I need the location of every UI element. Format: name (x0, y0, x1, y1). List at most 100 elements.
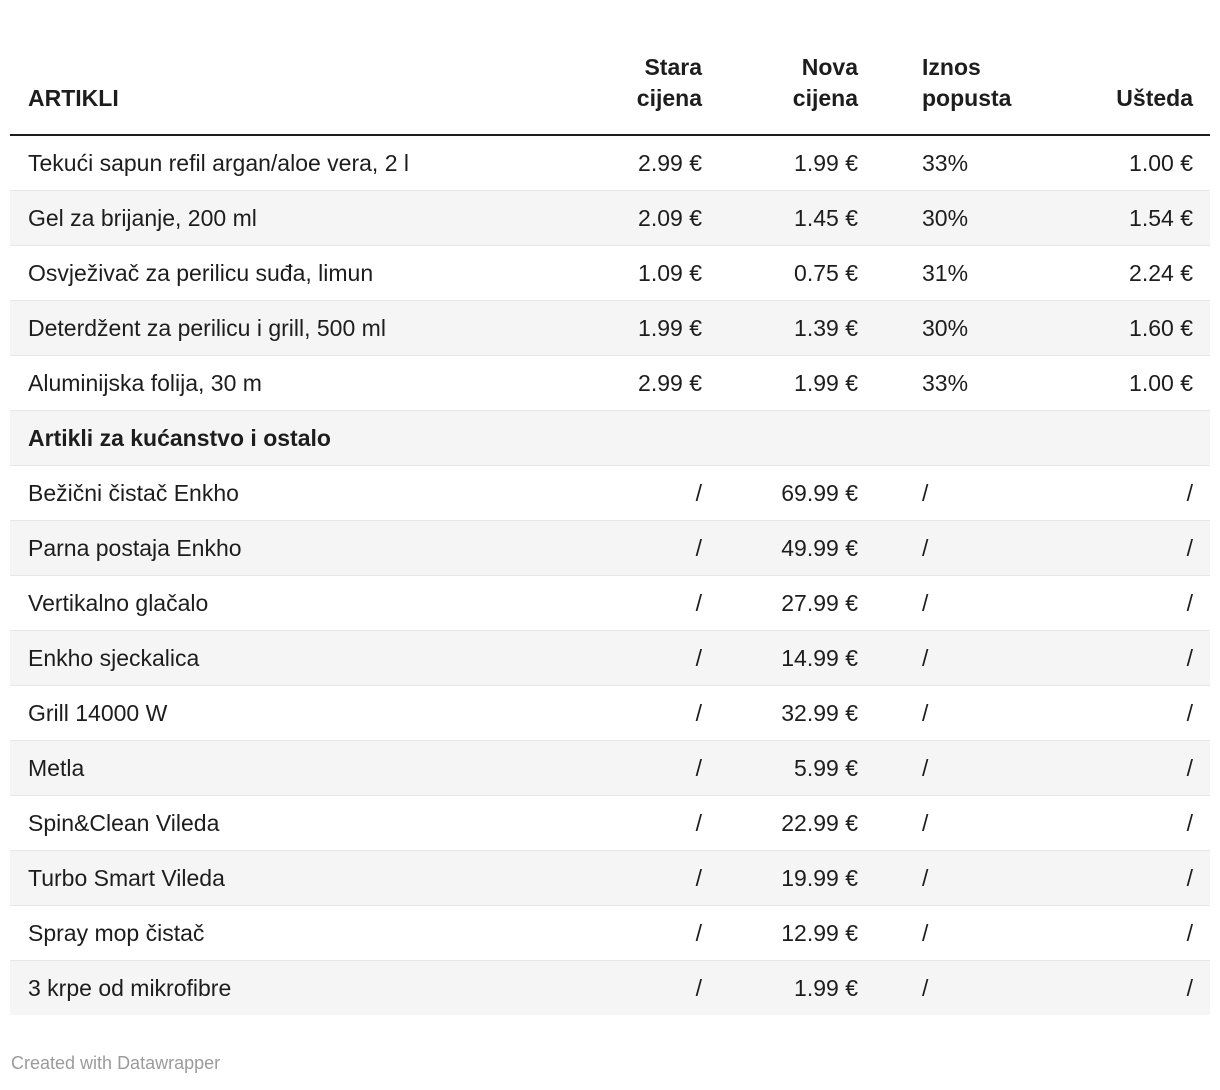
cell-nova-cijena: 49.99 € (710, 520, 866, 576)
cell-usteda: / (1066, 685, 1210, 741)
cell-usteda: 2.24 € (1066, 245, 1210, 301)
table-header: ARTIKLI Stara cijena Nova cijena Iznos p… (10, 0, 1210, 136)
cell-nova-cijena: 27.99 € (710, 575, 866, 631)
cell-artikli: Aluminijska folija, 30 m (10, 355, 614, 411)
cell-usteda: / (1066, 850, 1210, 906)
cell-artikli: Spin&Clean Vileda (10, 795, 614, 851)
cell-stara-cijena: / (614, 520, 710, 576)
cell-iznos-popusta: / (866, 795, 1066, 851)
cell-stara-cijena: / (614, 850, 710, 906)
table-row: Parna postaja Enkho/49.99 € / / (10, 520, 1210, 576)
cell-artikli: Turbo Smart Vileda (10, 850, 614, 906)
cell-stara-cijena: 1.99 € (614, 300, 710, 356)
cell-nova-cijena: 22.99 € (710, 795, 866, 851)
cell-usteda: 1.00 € (1066, 355, 1210, 411)
cell-nova-cijena: 32.99 € (710, 685, 866, 741)
table-row: Gel za brijanje, 200 ml 2.09 €1.45 €30% 1.… (10, 190, 1210, 246)
cell-iznos-popusta: / (866, 685, 1066, 741)
cell-artikli: Vertikalno glačalo (10, 575, 614, 631)
cell-iznos-popusta: / (866, 520, 1066, 576)
header-row: ARTIKLI Stara cijena Nova cijena Iznos p… (10, 0, 1210, 136)
table-row: Spray mop čistač/12.99 € / / (10, 905, 1210, 961)
cell-stara-cijena: / (614, 795, 710, 851)
cell-usteda: / (1066, 960, 1210, 1015)
col-header-stara-cijena: Stara cijena (614, 0, 710, 136)
cell-nova-cijena: 19.99 € (710, 850, 866, 906)
cell-stara-cijena: 2.99 € (638, 150, 702, 176)
section-header: Artikli za kućanstvo i ostalo (10, 410, 1210, 466)
price-table-wrap: ARTIKLI Stara cijena Nova cijena Iznos p… (10, 0, 1210, 1015)
cell-usteda: / (1066, 465, 1210, 521)
cell-artikli: Metla (10, 740, 614, 796)
cell-nova-cijena: 1.99 € (710, 355, 866, 411)
table-body: Tekući sapun refil argan/aloe vera, 2 l 2… (10, 135, 1210, 1015)
cell-nova-cijena: 0.75 € (710, 245, 866, 301)
cell-iznos-popusta: / (866, 905, 1066, 961)
price-table: ARTIKLI Stara cijena Nova cijena Iznos p… (10, 0, 1210, 1015)
cell-iznos-popusta: / (866, 575, 1066, 631)
col-header-label: Stara cijena (636, 54, 702, 111)
col-header-label: ARTIKLI (28, 85, 119, 111)
col-header-nova-cijena: Nova cijena (710, 0, 866, 136)
table-row: Tekući sapun refil argan/aloe vera, 2 l 2… (10, 135, 1210, 191)
table-row: Aluminijska folija, 30 m 2.99 €1.99 €33% 1… (10, 355, 1210, 411)
cell-stara-cijena: / (614, 685, 710, 741)
cell-nova-cijena: 1.99 € (710, 960, 866, 1015)
cell-artikli: Osvježivač za perilicu suđa, limun (10, 245, 614, 301)
col-header-label: Nova cijena (792, 54, 858, 111)
cell-nova-cijena: 1.45 € (710, 190, 866, 246)
table-row: Spin&Clean Vileda/22.99 € / / (10, 795, 1210, 851)
cell-usteda: / (1066, 520, 1210, 576)
cell-iznos-popusta: / (866, 960, 1066, 1015)
datawrapper-link[interactable]: Datawrapper (117, 1053, 221, 1073)
cell-usteda: / (1066, 575, 1210, 631)
table-row: Enkho sjeckalica/14.99 € / / (10, 630, 1210, 686)
cell-usteda: / (1066, 630, 1210, 686)
cell-stara-cijena: / (614, 630, 710, 686)
table-row: Osvježivač za perilicu suđa, limun 1.09 €… (10, 245, 1210, 301)
cell-usteda: 1.60 € (1066, 300, 1210, 356)
table-row: Deterdžent za perilicu i grill, 500 ml 1.… (10, 300, 1210, 356)
cell-artikli: Deterdžent za perilicu i grill, 500 ml (10, 300, 614, 356)
attribution-prefix: Created with (11, 1053, 118, 1073)
cell-usteda: 1.54 € (1066, 190, 1210, 246)
cell-artikli: Spray mop čistač (10, 905, 614, 961)
cell-usteda: 1.00 € (1129, 150, 1193, 176)
cell-stara-cijena: / (614, 465, 710, 521)
cell-iznos-popusta: 30% (866, 190, 1066, 246)
cell-artikli: Tekući sapun refil argan/aloe vera, 2 l (28, 150, 409, 176)
col-header-label: Iznos popusta (922, 54, 1012, 111)
cell-stara-cijena: 2.99 € (614, 355, 710, 411)
cell-stara-cijena: / (614, 905, 710, 961)
table-row: Bežični čistač Enkho/69.99 € / / (10, 465, 1210, 521)
cell-usteda: / (1066, 905, 1210, 961)
cell-nova-cijena: 1.39 € (710, 300, 866, 356)
cell-stara-cijena: / (614, 575, 710, 631)
cell-artikli: Gel za brijanje, 200 ml (10, 190, 614, 246)
cell-nova-cijena: 14.99 € (710, 630, 866, 686)
cell-usteda: / (1066, 795, 1210, 851)
cell-iznos-popusta: / (866, 465, 1066, 521)
col-header-label: Ušteda (1116, 85, 1193, 111)
cell-iznos-popusta: 30% (866, 300, 1066, 356)
table-row: Grill 14000 W/32.99 € / / (10, 685, 1210, 741)
table-row: Vertikalno glačalo/27.99 € / / (10, 575, 1210, 631)
cell-nova-cijena: 5.99 € (710, 740, 866, 796)
cell-artikli: Enkho sjeckalica (10, 630, 614, 686)
col-header-artikli: ARTIKLI (10, 0, 614, 136)
table-row: Metla/5.99 € / / (10, 740, 1210, 796)
section-row: Artikli za kućanstvo i ostalo (10, 410, 1210, 466)
cell-nova-cijena: 12.99 € (710, 905, 866, 961)
cell-stara-cijena: / (614, 740, 710, 796)
col-header-usteda: Ušteda (1066, 0, 1210, 136)
cell-iznos-popusta: / (866, 850, 1066, 906)
table-row: 3 krpe od mikrofibre/1.99 € / / (10, 960, 1210, 1015)
cell-stara-cijena: / (614, 960, 710, 1015)
cell-usteda: / (1066, 740, 1210, 796)
cell-iznos-popusta: / (866, 630, 1066, 686)
cell-artikli: Parna postaja Enkho (10, 520, 614, 576)
cell-stara-cijena: 1.09 € (614, 245, 710, 301)
cell-artikli: Grill 14000 W (10, 685, 614, 741)
cell-iznos-popusta: 31% (866, 245, 1066, 301)
